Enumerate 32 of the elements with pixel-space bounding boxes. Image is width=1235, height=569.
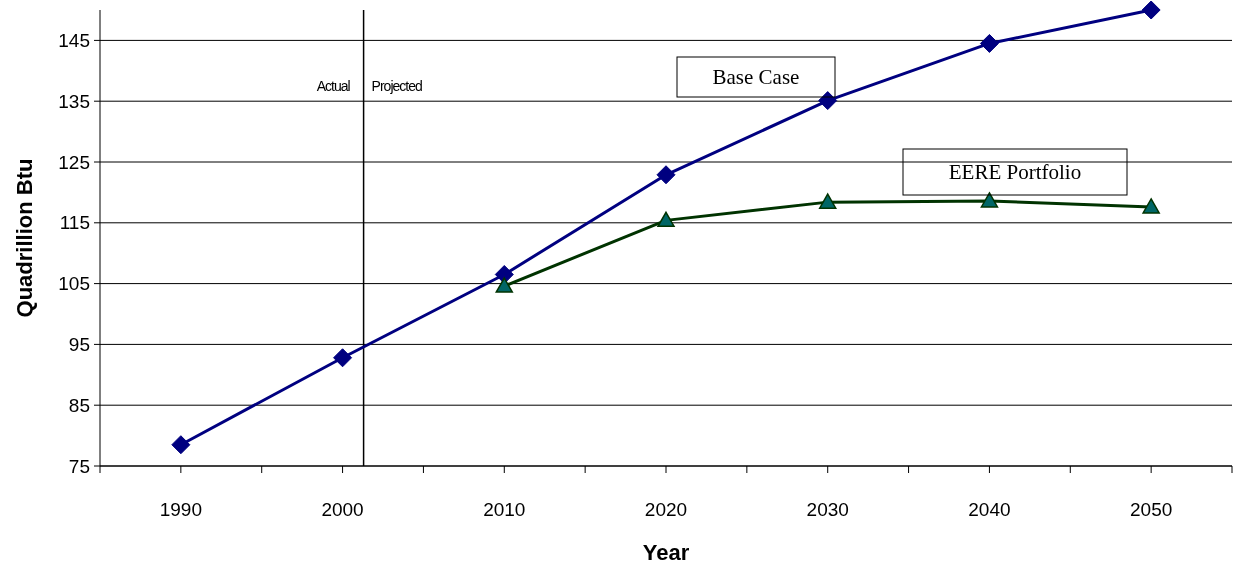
annotation: Projected <box>371 77 422 94</box>
point <box>656 165 676 185</box>
point <box>495 277 514 293</box>
point <box>657 211 675 228</box>
x-tick-label: 2010 <box>483 499 526 520</box>
point <box>979 33 999 53</box>
y-axis-title: Quadrillion Btu <box>12 158 37 318</box>
y-tick-label: 85 <box>68 394 90 416</box>
y-tick-label: 145 <box>58 30 90 52</box>
x-tick-label: 2040 <box>968 499 1011 520</box>
annotation: Actual <box>316 77 351 94</box>
series-label: Base Case <box>712 65 800 90</box>
x-tick-label: 1990 <box>159 499 202 520</box>
y-tick-label: 115 <box>59 212 90 234</box>
point <box>494 264 514 284</box>
point <box>980 192 999 208</box>
point <box>333 348 353 368</box>
point <box>1142 198 1160 214</box>
x-tick-label: 2020 <box>644 499 688 520</box>
y-tick-label: 135 <box>58 90 90 112</box>
point <box>818 193 837 209</box>
x-tick-label: 2000 <box>321 499 364 520</box>
y-tick-label: 125 <box>58 151 90 173</box>
x-tick-label: 2050 <box>1130 499 1173 520</box>
point <box>171 435 191 455</box>
y-tick-label: 75 <box>68 455 90 477</box>
series-label: EERE Portfolio <box>948 160 1082 185</box>
x-axis-title: Year <box>642 540 690 565</box>
y-tick-label: 105 <box>58 273 90 295</box>
point <box>1141 0 1161 20</box>
y-tick-label: 95 <box>68 334 90 356</box>
x-tick-label: 2030 <box>806 499 849 520</box>
